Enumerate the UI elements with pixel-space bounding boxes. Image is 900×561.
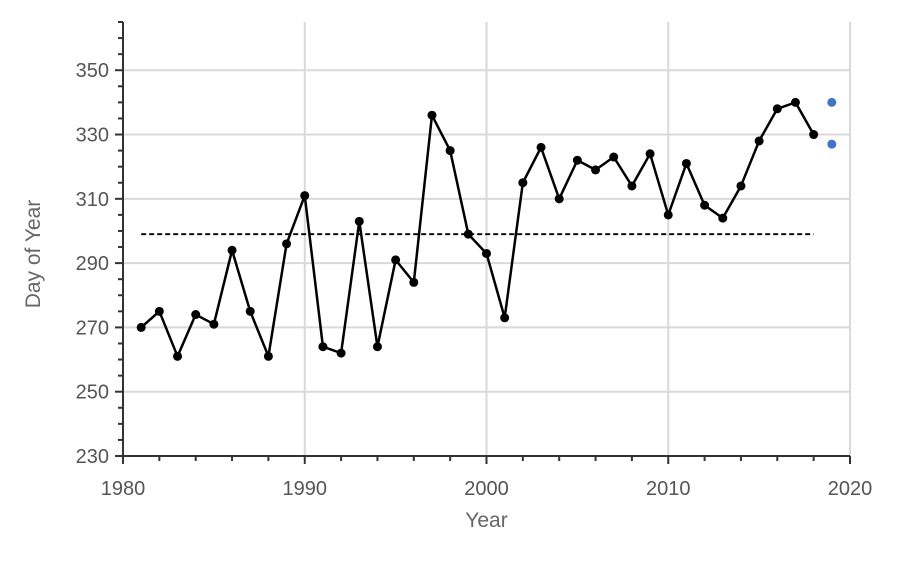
data-point xyxy=(336,348,346,358)
data-layer xyxy=(136,97,837,361)
data-point xyxy=(627,181,637,191)
data-point xyxy=(154,306,164,316)
axes-layer: 230 250 270 290 310 330 350 1980 1990 2000 2010 202… xyxy=(76,21,873,500)
data-point xyxy=(191,310,201,320)
data-point xyxy=(809,130,819,140)
data-point xyxy=(263,351,273,361)
x-tick-label: 2020 xyxy=(828,478,873,500)
data-point xyxy=(409,277,419,287)
data-point xyxy=(245,306,255,316)
data-point xyxy=(591,165,601,175)
y-tick-label: 270 xyxy=(76,317,109,339)
y-tick-label: 330 xyxy=(76,125,109,147)
data-point xyxy=(463,229,473,239)
y-tick-label: 310 xyxy=(76,189,109,211)
data-point xyxy=(518,178,528,188)
data-point xyxy=(645,149,655,159)
data-point xyxy=(227,245,237,255)
x-tick-label: 1990 xyxy=(283,478,328,500)
data-point xyxy=(391,255,401,265)
data-point xyxy=(536,142,546,152)
data-point xyxy=(445,146,455,156)
data-point xyxy=(282,239,292,249)
highlight-point xyxy=(827,139,837,149)
data-point xyxy=(700,200,710,210)
data-point xyxy=(136,322,146,332)
data-point xyxy=(663,210,673,220)
data-point xyxy=(209,319,219,329)
data-point xyxy=(718,213,728,223)
grid-layer xyxy=(123,22,851,456)
x-tick-label: 2000 xyxy=(464,478,509,500)
data-point xyxy=(482,248,491,258)
highlight-point xyxy=(827,97,837,107)
data-point xyxy=(554,194,564,204)
data-point xyxy=(790,97,800,107)
data-point xyxy=(372,342,382,352)
data-point xyxy=(772,104,782,114)
x-axis-title: Year xyxy=(465,509,507,532)
y-tick-label: 350 xyxy=(76,60,109,82)
y-tick-label: 250 xyxy=(76,382,109,404)
data-point xyxy=(572,155,582,165)
data-point xyxy=(500,313,510,323)
data-point xyxy=(354,216,364,226)
data-point xyxy=(173,351,183,361)
data-point xyxy=(754,136,764,146)
data-point xyxy=(736,181,746,191)
data-point xyxy=(609,152,619,162)
x-tick-label: 1980 xyxy=(101,478,146,500)
data-point xyxy=(300,191,310,201)
data-point xyxy=(681,158,691,168)
y-axis-title: Day of Year xyxy=(22,200,45,309)
y-tick-label: 230 xyxy=(76,446,109,468)
data-point xyxy=(318,342,328,352)
series-line xyxy=(140,101,815,358)
y-tick-label: 290 xyxy=(76,253,109,275)
x-tick-label: 2010 xyxy=(646,478,691,500)
data-point xyxy=(427,110,437,120)
